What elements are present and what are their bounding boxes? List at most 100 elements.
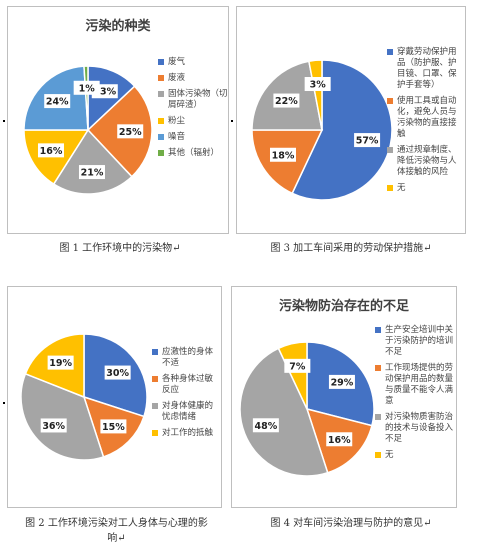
data-label-box [44, 94, 71, 109]
data-label-box [117, 124, 144, 139]
data-label-text: 29% [331, 377, 354, 388]
legend-label: 对身体健康的忧虑情绪 [162, 401, 214, 422]
data-label: 16% [37, 143, 64, 158]
chart-legend: 废气废液固体污染物（切屑碎渣） 粉尘噪音其他（辐射） [158, 57, 228, 164]
data-label: 19% [47, 355, 74, 370]
data-label: 29% [328, 374, 355, 389]
pie-slice [291, 59, 393, 201]
legend-label: 废气 [168, 57, 186, 67]
legend-item: 无 [375, 450, 455, 461]
legend-swatch [375, 327, 381, 333]
legend-swatch [375, 365, 381, 371]
data-label-text: 18% [272, 150, 295, 161]
data-label-text: 19% [49, 358, 72, 369]
data-label-text: 15% [102, 422, 125, 433]
legend-label: 无 [397, 183, 406, 193]
legend-label: 粉尘 [168, 116, 186, 126]
data-label-box [328, 374, 355, 389]
data-label-text: 3% [310, 80, 327, 91]
data-label-box [269, 147, 296, 162]
figure-caption-3: 图 3 加工车间采用的劳动保护措施↵ [270, 243, 432, 254]
data-label-box [40, 418, 67, 433]
data-label: 57% [354, 133, 381, 148]
legend-swatch [375, 452, 381, 458]
pie-slice [277, 341, 308, 410]
text-marker [3, 120, 5, 122]
pie-chart-health-impact: 30% 15% 36% 19% [20, 333, 148, 461]
data-label-text: 22% [275, 96, 298, 107]
data-label-text: 24% [46, 97, 69, 108]
chart-title: 污染物防治存在的不足 [278, 299, 409, 314]
chart-legend: 生产安全培训中关于污染防护的培训不足工作现场提供的劳动保护用品的数量与质量不能令… [375, 325, 455, 466]
data-label: 22% [273, 93, 300, 108]
legend-item: 应激性的身体不适 [152, 347, 220, 369]
data-label-text: 16% [40, 146, 63, 157]
data-label: 7% [284, 358, 311, 373]
data-label-text: 36% [42, 421, 65, 432]
data-label: 3% [304, 77, 331, 92]
legend-swatch [152, 430, 158, 436]
legend-item: 对工作的抵触 [152, 428, 220, 439]
legend-label: 通过规章制度、降低污染物与人体接触的风险 [397, 145, 457, 177]
pie-slice [52, 128, 133, 195]
chart-title: 污染的种类 [85, 19, 151, 34]
data-label-box [104, 365, 131, 380]
legend-item: 各种身体过敏反应 [152, 374, 220, 396]
legend-label: 噪音 [168, 132, 186, 142]
legend-swatch [152, 376, 158, 382]
legend-swatch [158, 150, 164, 156]
data-label-box [304, 77, 331, 92]
data-label-box [326, 432, 353, 447]
legend-swatch [158, 118, 164, 124]
figure-caption-2-line2: 响↵ [107, 533, 126, 544]
chart-panel-protection-measures: 57% 18% 22% 3% 穿戴劳动保护用品（防护服、护目镜、口罩、保护手套等） 使用… [236, 6, 466, 234]
legend-label: 工作现场提供的劳动保护用品的数量与质量不能令人满意 [385, 363, 454, 406]
figure-caption-4: 图 4 对车间污染治理与防护的意见↵ [270, 518, 432, 529]
data-label-box [37, 143, 64, 158]
data-label-text: 1% [79, 83, 96, 94]
chart-panel-pollutant-types: 污染的种类 13% 25% 21% 16% 24% 1% 废气废液固体污染物（切屑碎渣） 粉… [7, 6, 229, 234]
data-label-text: 21% [81, 168, 104, 179]
legend-item: 对污染物质害防治的技术与设备投入不足 [375, 412, 455, 445]
data-label-text: 48% [255, 421, 278, 432]
data-label-box [100, 419, 127, 434]
chart-panel-prevention-shortcomings: 污染物防治存在的不足 29% 16% 48% 7% 生产安全培训中关于污染防护的培训不… [231, 286, 457, 508]
pie-slice [20, 372, 105, 461]
data-label: 24% [44, 94, 71, 109]
legend-item: 废液 [158, 73, 228, 84]
figure-caption-1: 图 1 工作环境中的污染物↵ [59, 243, 181, 254]
data-label-box [284, 358, 311, 373]
legend-label: 固体污染物（切屑碎渣） [168, 89, 228, 110]
legend-label: 其他（辐射） [168, 148, 220, 158]
legend-item: 穿戴劳动保护用品（防护服、护目镜、口罩、保护手套等） [387, 47, 463, 91]
data-label: 25% [117, 124, 144, 139]
legend-swatch [158, 75, 164, 81]
data-label-box [78, 165, 105, 180]
legend-item: 固体污染物（切屑碎渣） [158, 89, 228, 111]
legend-label: 生产安全培训中关于污染防护的培训不足 [385, 325, 454, 357]
legend-label: 应激性的身体不适 [162, 347, 214, 368]
data-label-box [273, 93, 300, 108]
data-label-text: 30% [106, 368, 129, 379]
data-label-text: 7% [289, 361, 306, 372]
legend-item: 工作现场提供的劳动保护用品的数量与质量不能令人满意 [375, 363, 455, 407]
data-label-text: 25% [119, 127, 142, 138]
legend-item: 噪音 [158, 132, 228, 143]
legend-swatch [387, 49, 393, 55]
data-label-text: 13% [93, 87, 116, 98]
data-label: 36% [40, 418, 67, 433]
legend-swatch [152, 349, 158, 355]
legend-swatch [158, 59, 164, 65]
data-label-box [354, 133, 381, 148]
data-label: 16% [326, 432, 353, 447]
legend-label: 使用工具或自动化，避免人员与污染物的直接接触 [397, 96, 457, 139]
figure-caption-2-line1: 图 2 工作环境污染对工人身体与心理的影 [25, 518, 208, 529]
pie-chart-prevention-shortcomings: 29% 16% 48% 7% [239, 341, 375, 477]
data-label: 15% [100, 419, 127, 434]
legend-item: 生产安全培训中关于污染防护的培训不足 [375, 325, 455, 358]
legend-swatch [375, 414, 381, 420]
legend-swatch [158, 91, 164, 97]
data-label: 1% [73, 80, 100, 95]
legend-item: 其他（辐射） [158, 148, 228, 159]
data-label-box [73, 80, 100, 95]
